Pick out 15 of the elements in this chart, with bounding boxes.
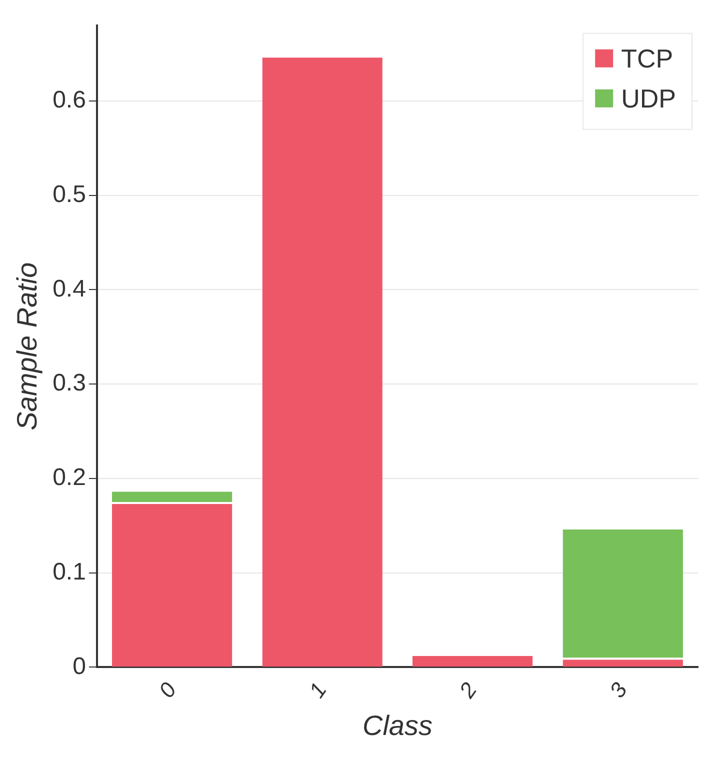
x-tick-label: 0 bbox=[154, 677, 182, 702]
y-tick-label: 0.1 bbox=[52, 558, 86, 586]
x-tick-label: 3 bbox=[604, 677, 632, 702]
y-tick-label: 0 bbox=[72, 652, 86, 680]
y-tick-label: 0.6 bbox=[52, 86, 86, 114]
x-tick-label: 2 bbox=[454, 678, 482, 704]
y-tick-label: 0.4 bbox=[52, 275, 86, 302]
y-axis-title: Sample Ratio bbox=[12, 262, 43, 430]
x-axis-title: Class bbox=[362, 710, 432, 741]
x-tick-label: 1 bbox=[304, 678, 332, 702]
y-tick-label: 0.2 bbox=[52, 464, 86, 492]
legend-label: UDP bbox=[621, 84, 676, 114]
y-tick-label: 0.5 bbox=[52, 180, 86, 208]
y-tick-label: 0.3 bbox=[52, 370, 86, 397]
legend-label: TCP bbox=[621, 44, 674, 74]
